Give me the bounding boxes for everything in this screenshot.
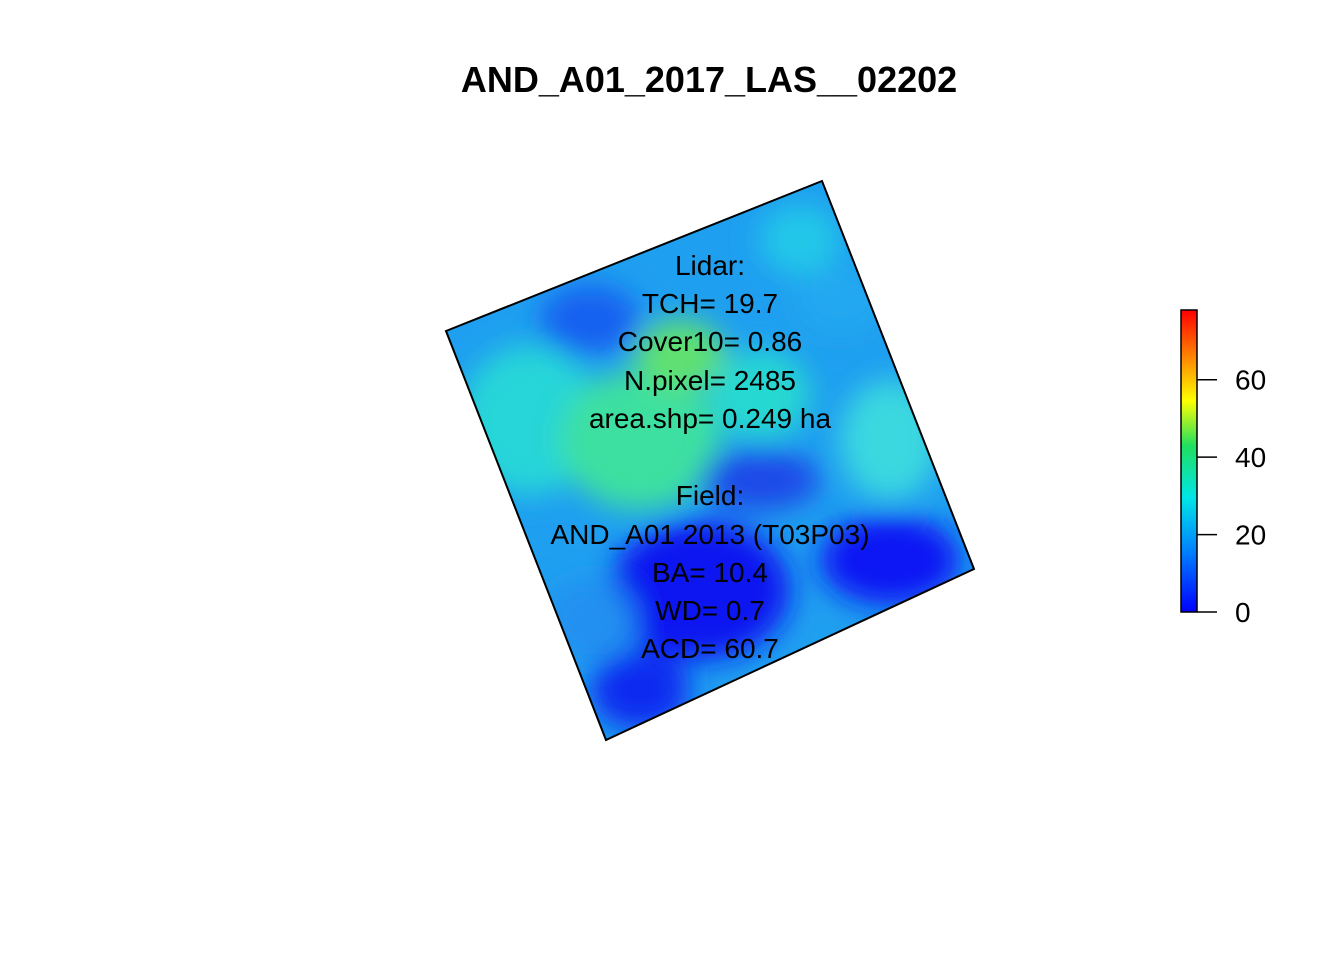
annotation-line: N.pixel= 2485 xyxy=(624,365,796,396)
heatmap-region xyxy=(540,285,640,355)
heatmap-region xyxy=(700,450,820,510)
annotation-line: WD= 0.7 xyxy=(655,595,765,626)
heatmap-region xyxy=(710,350,810,440)
annotation-line: AND_A01 2013 (T03P03) xyxy=(550,519,869,550)
annotation-line: ACD= 60.7 xyxy=(641,633,779,664)
annotation-block: Lidar: TCH= 19.7 Cover10= 0.86 N.pixel= … xyxy=(550,250,869,664)
colorbar: 0 20 40 60 xyxy=(1180,309,1266,628)
annotation-line: area.shp= 0.249 ha xyxy=(589,403,832,434)
colorbar-ticks: 0 20 40 60 xyxy=(1197,365,1266,628)
colorbar-tick-label: 40 xyxy=(1235,442,1266,473)
heatmap-region xyxy=(610,520,790,660)
colorbar-tick-label: 60 xyxy=(1235,365,1266,396)
plot-boundary xyxy=(444,179,976,742)
annotation-line: Field: xyxy=(676,480,744,511)
heatmap-region xyxy=(560,370,720,510)
chart-title: AND_A01_2017_LAS__02202 xyxy=(461,59,957,100)
heatmap-region xyxy=(820,515,960,605)
annotation-line: Lidar: xyxy=(675,250,745,281)
colorbar-gradient xyxy=(1180,309,1198,613)
heatmap-region xyxy=(795,265,885,335)
heatmap-region xyxy=(635,320,725,390)
heatmap-region xyxy=(840,380,940,500)
heatmap-region xyxy=(760,205,840,275)
colorbar-tick-label: 20 xyxy=(1235,520,1266,551)
colorbar-tick-label: 0 xyxy=(1235,597,1251,628)
heatmap-blobs xyxy=(460,205,960,730)
annotation-line: TCH= 19.7 xyxy=(642,288,778,319)
annotation-line: Cover10= 0.86 xyxy=(618,326,802,357)
heatmap-region xyxy=(590,650,690,730)
annotation-line: BA= 10.4 xyxy=(652,557,768,588)
